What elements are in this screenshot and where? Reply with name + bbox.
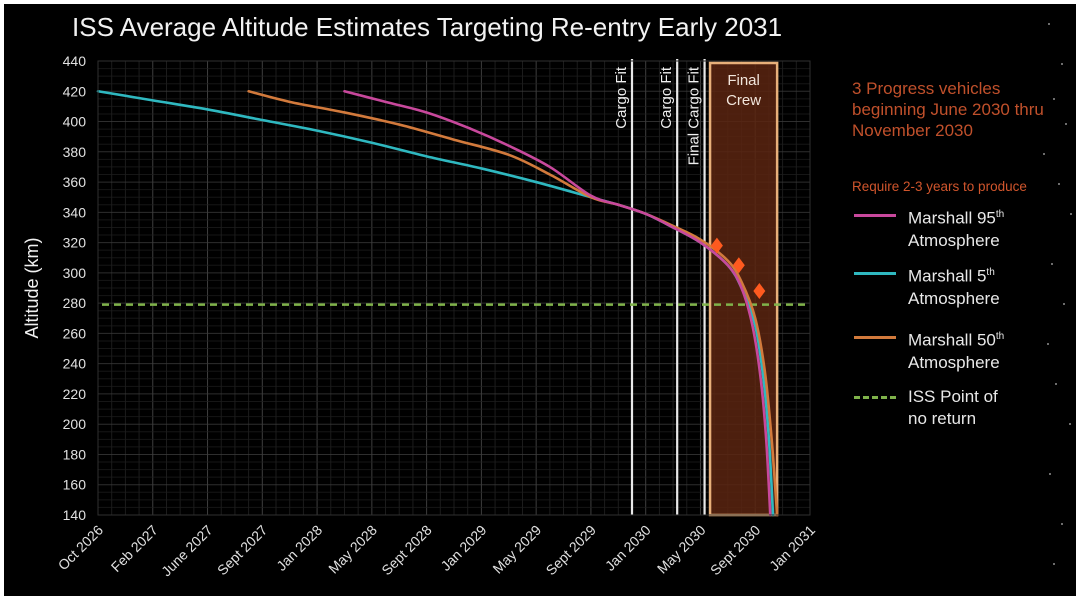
star <box>1048 23 1050 25</box>
x-tick-label: Sept 2029 <box>543 522 600 579</box>
star <box>1065 123 1067 125</box>
x-tick-label: Sept 2027 <box>214 522 271 579</box>
star <box>1053 563 1055 565</box>
y-tick-label: 440 <box>63 53 87 69</box>
legend-label: ISS Point of no return <box>908 387 998 428</box>
x-tick-label: Jan 2031 <box>766 522 818 574</box>
star <box>1053 98 1055 100</box>
x-tick-label: Jan 2029 <box>437 522 489 574</box>
x-tick-label: Sept 2030 <box>707 522 764 579</box>
legend-swatch-no-return <box>854 396 896 399</box>
y-tick-label: 180 <box>63 446 87 462</box>
x-tick-label: Feb 2027 <box>108 522 161 575</box>
y-tick-label: 320 <box>63 235 87 251</box>
star <box>1070 213 1072 215</box>
cargo-fit-label: Cargo Fit <box>613 66 630 129</box>
star <box>1069 423 1071 425</box>
star <box>1058 183 1060 185</box>
legend-swatch-5th <box>854 272 896 275</box>
y-tick-label: 240 <box>63 356 87 372</box>
x-tick-label: June 2027 <box>158 522 216 580</box>
y-tick-label: 260 <box>63 325 87 341</box>
legend-item-no-return: ISS Point of no return <box>854 386 998 430</box>
progress-vehicle-marker <box>710 237 723 254</box>
chart-title: ISS Average Altitude Estimates Targeting… <box>72 12 783 42</box>
x-tick-label: Jan 2028 <box>273 522 325 574</box>
legend-label: Marshall 5th Atmosphere <box>908 266 1000 308</box>
y-tick-label: 140 <box>63 507 87 523</box>
x-tick-label: May 2029 <box>489 522 544 577</box>
star <box>1061 63 1063 65</box>
x-tick-label: Jan 2030 <box>602 522 654 574</box>
legend-swatch-95th <box>854 214 896 217</box>
legend-item-5th: Marshall 5th Atmosphere <box>854 262 1000 310</box>
y-tick-label: 200 <box>63 416 87 432</box>
y-tick-label: 160 <box>63 477 87 493</box>
star <box>1047 343 1049 345</box>
y-tick-label: 420 <box>63 83 87 99</box>
y-axis-label: Altitude (km) <box>22 237 42 338</box>
legend-label: Marshall 50th Atmosphere <box>908 330 1005 372</box>
legend-item-50th: Marshall 50th Atmosphere <box>854 326 1004 374</box>
legend-label: Marshall 95th Atmosphere <box>908 208 1005 250</box>
legend-swatch-50th <box>854 336 896 339</box>
y-tick-label: 280 <box>63 295 87 311</box>
star <box>1051 263 1053 265</box>
y-tick-label: 380 <box>63 144 87 160</box>
x-tick-label: Sept 2028 <box>378 522 435 579</box>
star <box>1043 153 1045 155</box>
y-tick-label: 300 <box>63 265 87 281</box>
production-note: Require 2-3 years to produce <box>852 179 1027 194</box>
x-tick-label: May 2028 <box>325 522 380 577</box>
cargo-fit-label: Cargo Fit <box>658 66 675 129</box>
final-crew-label: Crew <box>726 92 761 109</box>
progress-note: 3 Progress vehicles beginning June 2030 … <box>852 79 1044 140</box>
grid <box>97 60 811 516</box>
y-tick-label: 400 <box>63 114 87 130</box>
cargo-fit-label: Final Cargo Fit <box>686 66 703 165</box>
x-tick-label: Oct 2026 <box>55 522 107 574</box>
star <box>1049 473 1051 475</box>
legend-item-95th: Marshall 95th Atmosphere <box>854 204 1004 252</box>
y-tick-label: 340 <box>63 204 87 220</box>
x-tick-label: May 2030 <box>654 522 709 577</box>
progress-vehicle-marker <box>753 283 766 300</box>
star <box>1061 523 1063 525</box>
y-tick-label: 220 <box>63 386 87 402</box>
star <box>1063 303 1065 305</box>
chart-frame: 140 160 180 200 220 240 260 280 300 320 340 360 380 4… <box>4 4 1076 596</box>
final-crew-label: Final <box>727 72 760 89</box>
y-tick-label: 360 <box>63 174 87 190</box>
progress-vehicle-marker <box>732 257 745 274</box>
series-line <box>343 89 772 517</box>
star <box>1055 383 1057 385</box>
chart-plot: 140 160 180 200 220 240 260 280 300 320 340 360 380 4… <box>22 23 1072 580</box>
